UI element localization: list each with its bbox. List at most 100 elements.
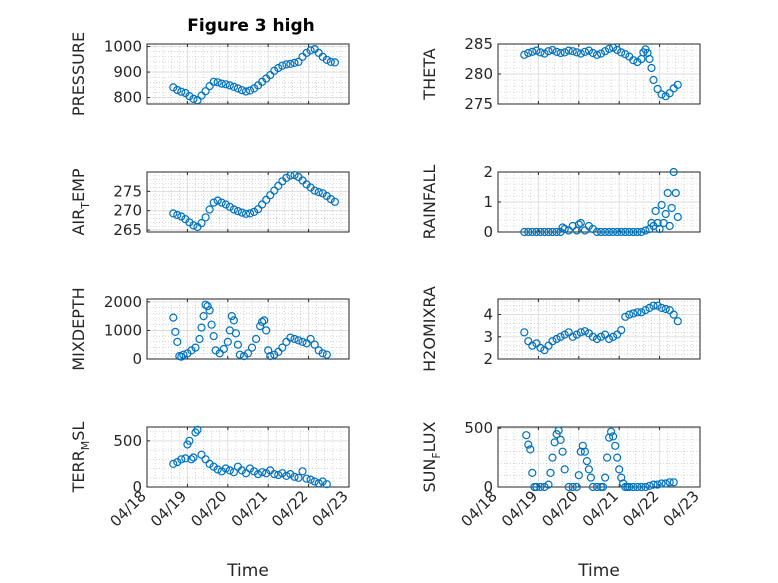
- data-point: [225, 81, 234, 90]
- data-point: [189, 94, 198, 104]
- data-point: [641, 226, 650, 235]
- y-axis-label: H2OMIXRA: [420, 286, 439, 372]
- y-tick-label: 2: [483, 350, 493, 368]
- data-point: [564, 226, 573, 235]
- y-tick-label: 275: [464, 95, 493, 113]
- data-point: [608, 43, 618, 52]
- data-point: [237, 86, 246, 95]
- subplot-third-left: 0 1000 2000 MIXDEPTH: [69, 287, 350, 371]
- data-point: [245, 209, 255, 218]
- data-point: [613, 45, 622, 55]
- data-point: [318, 189, 327, 198]
- data-point: [524, 337, 533, 346]
- data-point: [179, 350, 188, 359]
- data-point: [298, 467, 307, 476]
- data-point: [241, 469, 251, 478]
- data-points: [169, 44, 339, 105]
- data-point: [245, 86, 255, 95]
- y-axis-label: RAINFALL: [420, 165, 439, 240]
- data-point: [217, 198, 226, 207]
- y-axis-label-part: SL: [69, 422, 88, 441]
- data-point: [661, 304, 670, 314]
- data-point: [673, 317, 682, 326]
- y-axis-label-part: F: [430, 452, 443, 458]
- data-point: [665, 478, 674, 487]
- data-point: [564, 46, 573, 55]
- data-point: [330, 197, 339, 206]
- data-point: [617, 326, 626, 335]
- data-point: [213, 465, 222, 474]
- data-point: [177, 212, 186, 221]
- data-point: [633, 227, 642, 237]
- plot-area: [146, 171, 350, 233]
- x-tick-label: 04/21: [579, 487, 622, 530]
- data-point: [223, 337, 232, 346]
- data-point: [673, 212, 682, 222]
- data-point: [651, 206, 660, 216]
- data-point: [294, 473, 303, 482]
- subplot-third-right: 2 3 4 H2OMIXRA: [420, 286, 701, 372]
- data-point: [584, 465, 594, 474]
- data-point: [598, 482, 608, 492]
- data-point: [528, 341, 537, 350]
- data-point: [641, 482, 650, 492]
- data-point: [322, 350, 331, 359]
- data-point: [653, 301, 662, 310]
- data-point: [225, 466, 234, 475]
- x-axis-label: Time: [226, 561, 269, 581]
- data-point: [621, 312, 630, 321]
- data-point: [532, 339, 541, 348]
- data-point: [568, 221, 577, 231]
- data-point: [169, 313, 178, 322]
- data-point: [633, 308, 642, 317]
- data-point: [266, 352, 275, 361]
- data-point: [177, 455, 186, 464]
- data-point: [233, 84, 242, 93]
- data-point: [564, 328, 573, 337]
- data-point: [540, 227, 549, 237]
- y-axis-label-part: EMP: [69, 168, 88, 202]
- data-point: [544, 480, 553, 489]
- data-point: [258, 317, 267, 326]
- data-point: [637, 227, 646, 237]
- data-point: [169, 459, 178, 468]
- plot-frame: [146, 171, 350, 233]
- x-tick-label: 04/22: [619, 487, 662, 530]
- data-point: [586, 473, 596, 482]
- data-point: [310, 340, 319, 349]
- data-point: [302, 474, 311, 483]
- data-point: [258, 468, 267, 477]
- data-point: [637, 482, 646, 492]
- data-points: [520, 167, 682, 237]
- data-point: [657, 90, 666, 99]
- x-tick-label: 04/19: [498, 487, 541, 530]
- plot-frame: [146, 298, 350, 360]
- data-point: [326, 57, 335, 67]
- data-point: [673, 80, 682, 89]
- data-point: [528, 227, 537, 237]
- data-point: [641, 306, 650, 315]
- data-point: [326, 195, 335, 204]
- data-point: [621, 50, 630, 59]
- data-point: [247, 343, 257, 352]
- data-point: [197, 450, 206, 459]
- data-point: [665, 306, 674, 315]
- y-tick-label: 285: [464, 35, 493, 53]
- data-point: [290, 171, 299, 180]
- data-point: [647, 63, 656, 73]
- data-point: [574, 220, 583, 229]
- data-point: [600, 227, 610, 237]
- data-point: [173, 337, 182, 346]
- data-point: [169, 83, 178, 92]
- data-point: [608, 332, 618, 341]
- data-point: [209, 332, 218, 341]
- data-point: [657, 303, 666, 312]
- data-point: [193, 425, 202, 434]
- data-point: [229, 205, 238, 214]
- data-point: [564, 482, 573, 492]
- data-point: [560, 224, 569, 234]
- data-point: [199, 312, 208, 321]
- data-point: [256, 322, 265, 331]
